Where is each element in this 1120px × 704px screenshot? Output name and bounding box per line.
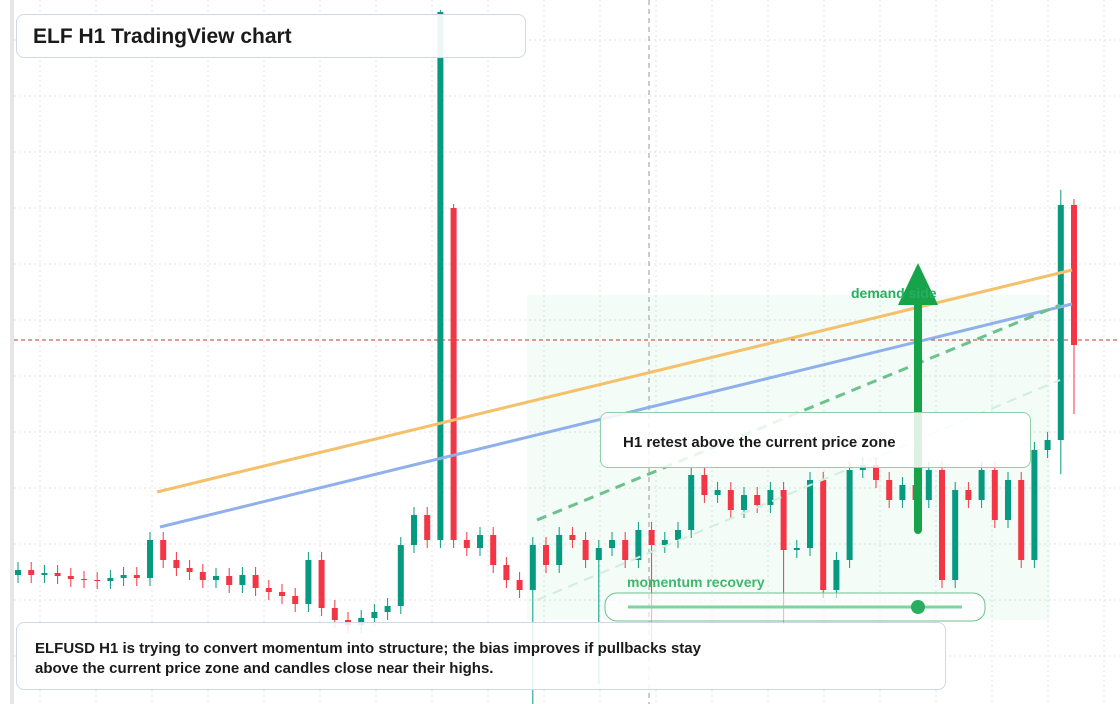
candle-body xyxy=(292,596,299,604)
slider-knob xyxy=(911,600,925,614)
title-box: ELF H1 TradingView chart xyxy=(16,14,526,58)
candle-body xyxy=(15,570,21,575)
candle-body xyxy=(701,475,708,495)
candle-body xyxy=(1071,205,1077,345)
candle-body xyxy=(384,606,391,612)
candle-body xyxy=(873,465,879,480)
candle-body xyxy=(186,568,193,572)
zone-label: demand side xyxy=(851,285,937,301)
candle-body xyxy=(833,560,840,590)
candle-body xyxy=(239,575,246,585)
candle-body xyxy=(556,535,563,565)
candle-body xyxy=(252,575,259,588)
candle-body xyxy=(1057,205,1064,440)
candle-body xyxy=(424,515,431,540)
candle-body xyxy=(688,475,695,530)
candle-body xyxy=(675,530,681,540)
candle-body xyxy=(543,545,549,565)
candle-body xyxy=(807,480,813,548)
description-line: above the current price zone and candles… xyxy=(35,660,494,677)
candle-body xyxy=(41,573,48,575)
arrow-head xyxy=(898,263,938,305)
candle-body xyxy=(411,515,417,545)
candle-body xyxy=(199,572,206,580)
candle-body xyxy=(793,548,800,550)
candle-body xyxy=(714,490,721,495)
candle-body xyxy=(265,588,272,592)
candle-body xyxy=(1018,480,1025,560)
candle-body xyxy=(582,540,589,560)
candle-body xyxy=(754,495,761,505)
candle-body xyxy=(952,490,959,580)
candle-body xyxy=(529,545,536,590)
retest-box: H1 retest above the current price zone xyxy=(600,412,1031,468)
candle-body xyxy=(991,470,998,520)
candle-body xyxy=(213,576,219,580)
candle-body xyxy=(925,470,932,500)
candle-body xyxy=(1005,480,1011,520)
candle-body xyxy=(648,530,655,545)
left-edge xyxy=(10,0,14,704)
candle-body xyxy=(147,540,153,578)
candle-body xyxy=(622,540,629,560)
candle-body xyxy=(318,560,325,608)
candle-body xyxy=(899,485,906,500)
candle-body xyxy=(226,576,233,585)
candle-body xyxy=(1031,450,1038,560)
candles xyxy=(14,10,1120,704)
candle-body xyxy=(450,208,457,540)
candle-body xyxy=(635,530,642,560)
candle-body xyxy=(727,490,734,510)
candle-body xyxy=(767,490,774,505)
candle-body xyxy=(490,535,497,565)
candle-body xyxy=(661,540,668,545)
candle-body xyxy=(28,570,35,575)
candle-body xyxy=(160,540,167,560)
chart-title: ELF H1 TradingView chart xyxy=(33,25,292,48)
candle-body xyxy=(279,592,285,596)
candle-body xyxy=(516,580,523,590)
candle-body xyxy=(846,470,853,560)
candle-body xyxy=(437,12,444,540)
momentum-label: momentum recovery xyxy=(627,574,765,590)
candle-body xyxy=(978,470,985,500)
candle-body xyxy=(1044,440,1051,450)
trend-line-green xyxy=(536,303,1061,522)
candle-body xyxy=(595,548,602,560)
candle-body xyxy=(305,560,312,604)
candle-body xyxy=(81,579,87,580)
candle-body xyxy=(358,618,365,625)
trend-line-faint xyxy=(536,379,1061,601)
candle-body xyxy=(371,612,378,618)
candle-body xyxy=(780,490,787,550)
candle-body xyxy=(54,573,61,576)
candle-body xyxy=(107,578,114,581)
candle-body xyxy=(477,535,483,548)
candle-body xyxy=(569,535,576,540)
candle-body xyxy=(331,608,338,620)
candle-body xyxy=(886,480,893,500)
candle-body xyxy=(503,565,510,580)
retest-label: H1 retest above the current price zone xyxy=(623,434,896,451)
candle-body xyxy=(463,540,470,548)
candle-body xyxy=(741,495,747,510)
candle-body xyxy=(939,470,945,580)
candle-body xyxy=(94,580,101,581)
candle-body xyxy=(965,490,972,500)
candle-body xyxy=(397,545,404,606)
description-line: ELFUSD H1 is trying to convert momentum … xyxy=(35,640,701,657)
description-box: ELFUSD H1 is trying to convert momentum … xyxy=(16,622,946,690)
candle-body xyxy=(120,575,127,578)
candle-body xyxy=(133,575,140,578)
candle-body xyxy=(820,480,827,590)
candle-body xyxy=(67,576,74,579)
candle-body xyxy=(173,560,180,568)
candle-body xyxy=(609,540,615,548)
